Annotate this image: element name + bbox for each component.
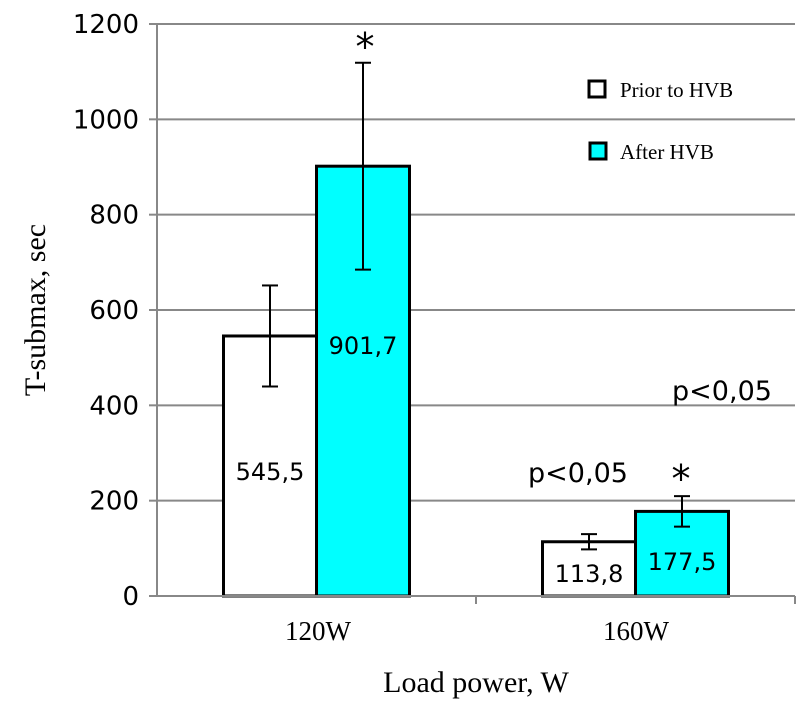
y-axis-label: T-submax, sec <box>19 224 52 396</box>
significance-star-160w: * <box>672 457 691 501</box>
y-tick-label: 600 <box>89 296 139 326</box>
legend: Prior to HVB After HVB <box>587 78 733 164</box>
y-axis-ticks: 0 200 400 600 800 1000 1200 <box>73 10 157 612</box>
y-tick-label: 200 <box>89 487 139 517</box>
legend-swatch-after <box>588 141 608 161</box>
data-label: 113,8 <box>555 560 624 588</box>
x-tick-label-160w: 160W <box>603 616 670 646</box>
data-label: 177,5 <box>648 548 717 576</box>
y-tick-label: 1200 <box>73 10 139 40</box>
p-value-160w-after: p<0,05 <box>672 376 772 407</box>
legend-label-prior: Prior to HVB <box>620 78 733 102</box>
bars: 545,5 901,7 113,8 177,5 <box>222 61 730 598</box>
x-tick-label-120w: 120W <box>285 616 352 646</box>
data-label: 901,7 <box>329 332 398 360</box>
legend-label-after: After HVB <box>620 140 714 164</box>
y-tick-label: 800 <box>89 201 139 231</box>
x-axis-label: Load power, W <box>383 666 569 699</box>
data-label: 545,5 <box>236 458 305 486</box>
y-tick-label: 400 <box>89 391 139 421</box>
p-value-160w-prior: p<0,05 <box>528 458 628 489</box>
legend-swatch-prior <box>587 79 607 99</box>
y-tick-label: 1000 <box>73 105 139 135</box>
significance-star-120w: * <box>356 25 375 69</box>
y-tick-label: 0 <box>122 582 139 612</box>
